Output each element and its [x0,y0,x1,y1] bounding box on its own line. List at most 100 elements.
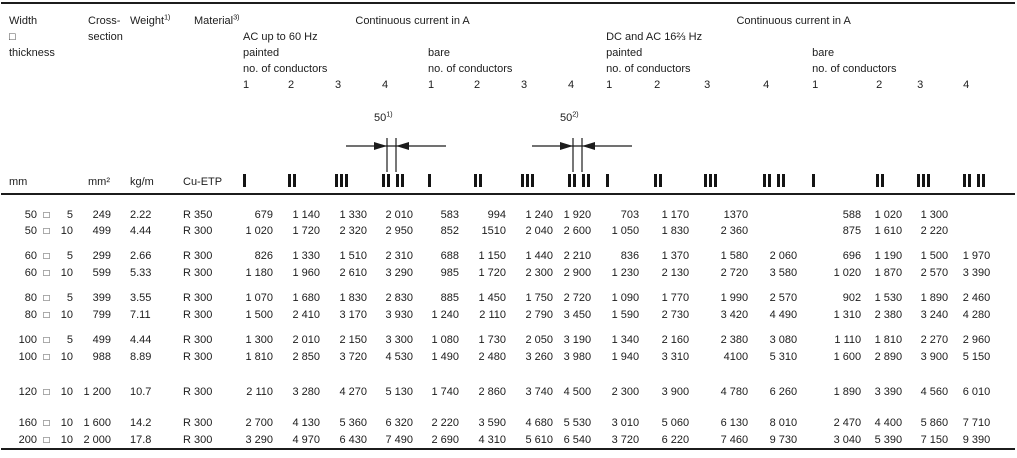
conductor-count-label: 2 [876,79,883,91]
dc-bare-current-3-conductor-cell: 3 240 [920,309,949,321]
ac-painted-current-3-conductor-cell: 3 720 [339,351,367,363]
ac-painted-current-2-conductor-cell: 1 330 [292,250,320,262]
ac-painted-current-3-conductor-cell: 4 270 [339,386,367,398]
cross-section-cell: 399 [92,292,111,304]
width-header: Width [9,15,38,27]
ac-bare-current-4-conductor-cell: 2 210 [563,250,592,262]
dc-bare-current-2-conductor-cell: 3 390 [874,386,903,398]
busbar-arrangement-icon-3-conductor [692,172,752,195]
cross-section-cell: 1 200 [83,386,111,398]
weight-cell: 7.11 [130,309,151,321]
size-cell: 200 □ 10 [1,432,81,449]
conductor-count-label: 4 [763,79,770,91]
material-cell: R 300 [183,309,213,321]
size-cell: 50 □ 5 [1,194,81,223]
ac-painted-current-2-conductor-cell: 1 680 [292,292,320,304]
ac-painted-current-4-conductor-cell: 2 310 [385,250,413,262]
weight-unit: kg/m [113,172,167,195]
weight-cell: 3.55 [130,292,152,304]
weight-cell: 10.7 [130,386,152,398]
spacing-dimension-note-1: 501) [346,110,446,172]
dc-bare-current-3-conductor-cell: 7 150 [920,433,949,446]
width-value: 100 [18,351,37,363]
weight-cell: 14.2 [130,417,152,429]
box-symbol: □ [43,293,50,304]
busbar-bars [243,174,246,187]
busbar-bars [876,174,885,187]
thickness-value: 5 [66,250,73,262]
busbar-arrangement-icon-4-conductor [951,172,994,195]
row-group: 100 □ 5 499 4.44 R 300 1 300 2 010 2 150 3 300 1 0… [1,324,1015,366]
thickness-value: 10 [60,267,73,279]
dc-bare-current-1-conductor-cell: 696 [842,250,862,262]
busbar-arrangement-icon-1-conductor [594,172,643,195]
dc-painted-current-3-conductor-cell: 3 420 [720,309,749,321]
ac-bare-current-3-conductor-cell: 2 050 [525,334,553,346]
size-cell: 80 □ 10 [1,307,81,324]
ac-bare-current-2-conductor-cell: 3 590 [478,417,506,429]
ac-painted-current-2-conductor-cell: 2 010 [292,334,320,346]
thickness-value: 10 [60,417,73,429]
dc-bare-current-3-conductor-cell: 3 900 [920,351,949,363]
busbar-arrangement-icon-4-conductor [370,172,416,195]
ac-bare-current-2-conductor-cell: 1 150 [478,250,506,262]
ac-bare-current-3-conductor-cell: 3 740 [525,386,553,398]
weight-cell: 17.8 [130,433,152,446]
cross-section-cell: 499 [92,225,111,237]
row-group: 50 □ 5 249 2.22 R 350 679 1 140 1 330 2 010 583 994… [1,194,1015,240]
ac-painted-current-1-conductor-cell: 2 110 [246,386,273,398]
weight-cell: 2.66 [130,250,152,262]
dc-bare-current-1-conductor-cell: 2 470 [833,417,862,429]
cross-section-cell: 2 000 [83,433,111,446]
ac-bare-current-3-conductor-cell: 1 240 [525,208,553,221]
ac-bare-current-4-conductor-cell: 3 190 [563,334,592,346]
material-cell: R 300 [183,250,213,262]
ac-bare-current-1-conductor-cell: 1 490 [431,351,459,363]
ac-painted-current-1-conductor-cell: 1 020 [245,225,273,237]
conductor-count-label: 2 [288,79,295,91]
dc-painted-current-4-conductor-cell: 8 010 [769,417,798,429]
dc-painted-current-3-conductor-cell: 2 380 [720,334,749,346]
box-symbol: □ [43,209,50,221]
weight-cell: 5.33 [130,267,152,279]
thickness-value: 5 [66,292,73,304]
cross-section-cell: 299 [92,250,111,262]
ac-bare-current-3-conductor-cell: 4 680 [525,417,553,429]
dc-painted-current-4-conductor-cell: 2 570 [769,292,798,304]
dc-painted-current-1-conductor-cell: 2 300 [611,386,640,398]
weight-header: Weight1) [130,12,171,27]
busbar-arrangement-icon-3-conductor [509,172,556,195]
dc-painted-current-1-conductor-cell: 3 010 [611,417,640,429]
dc-painted-current-4-conductor-cell: 5 310 [769,351,798,363]
ac-bare-current-1-conductor-cell: 688 [440,250,459,262]
dc-bare-current-2-conductor-cell: 1 020 [874,208,903,221]
dimension-arrows-drawing [346,138,446,172]
width-value: 50 [24,208,37,221]
dc-painted-current-1-conductor-cell: 1 590 [611,309,640,321]
dc-bare-current-1-conductor-cell: 1 890 [833,386,862,398]
size-cell: 100 □ 10 [1,349,81,366]
table-row: 60 □ 10 599 5.33 R 300 1 180 1 960 2 610 3 290 985… [1,265,1015,282]
dc-painted-current-2-conductor-cell: 3 900 [661,386,690,398]
ac-painted-current-2-conductor-cell: 2 850 [292,351,320,363]
conductor-count-label: 1 [812,79,819,91]
ac-painted-current-1-conductor-cell: 679 [254,208,273,221]
weight-cell: 4.44 [130,334,152,346]
busbar-bars [382,174,404,187]
cross-section-cell: 499 [92,334,111,346]
ac-bare-current-4-conductor-cell: 3 980 [563,351,592,363]
cross-section-cell: 799 [92,309,111,321]
dc-bare-current-3-conductor-cell: 2 570 [920,267,949,279]
cross-section-cell: 599 [92,267,111,279]
busbar-bars [335,174,348,187]
dc-painted-current-1-conductor-cell: 1 050 [611,225,640,237]
dc-bare-current-1-conductor-cell: 1 020 [833,267,862,279]
width-value: 50 [24,225,37,237]
dc-bare-current-4-conductor-cell [951,223,993,240]
material-cell: R 350 [183,208,213,221]
cross-section-cell: 249 [92,208,111,221]
ac-painted-current-4-conductor-cell: 3 930 [385,309,413,321]
dc-bare-current-4-conductor-cell: 4 280 [962,309,991,321]
dc-bare-current-4-conductor-cell: 9 390 [962,433,991,446]
